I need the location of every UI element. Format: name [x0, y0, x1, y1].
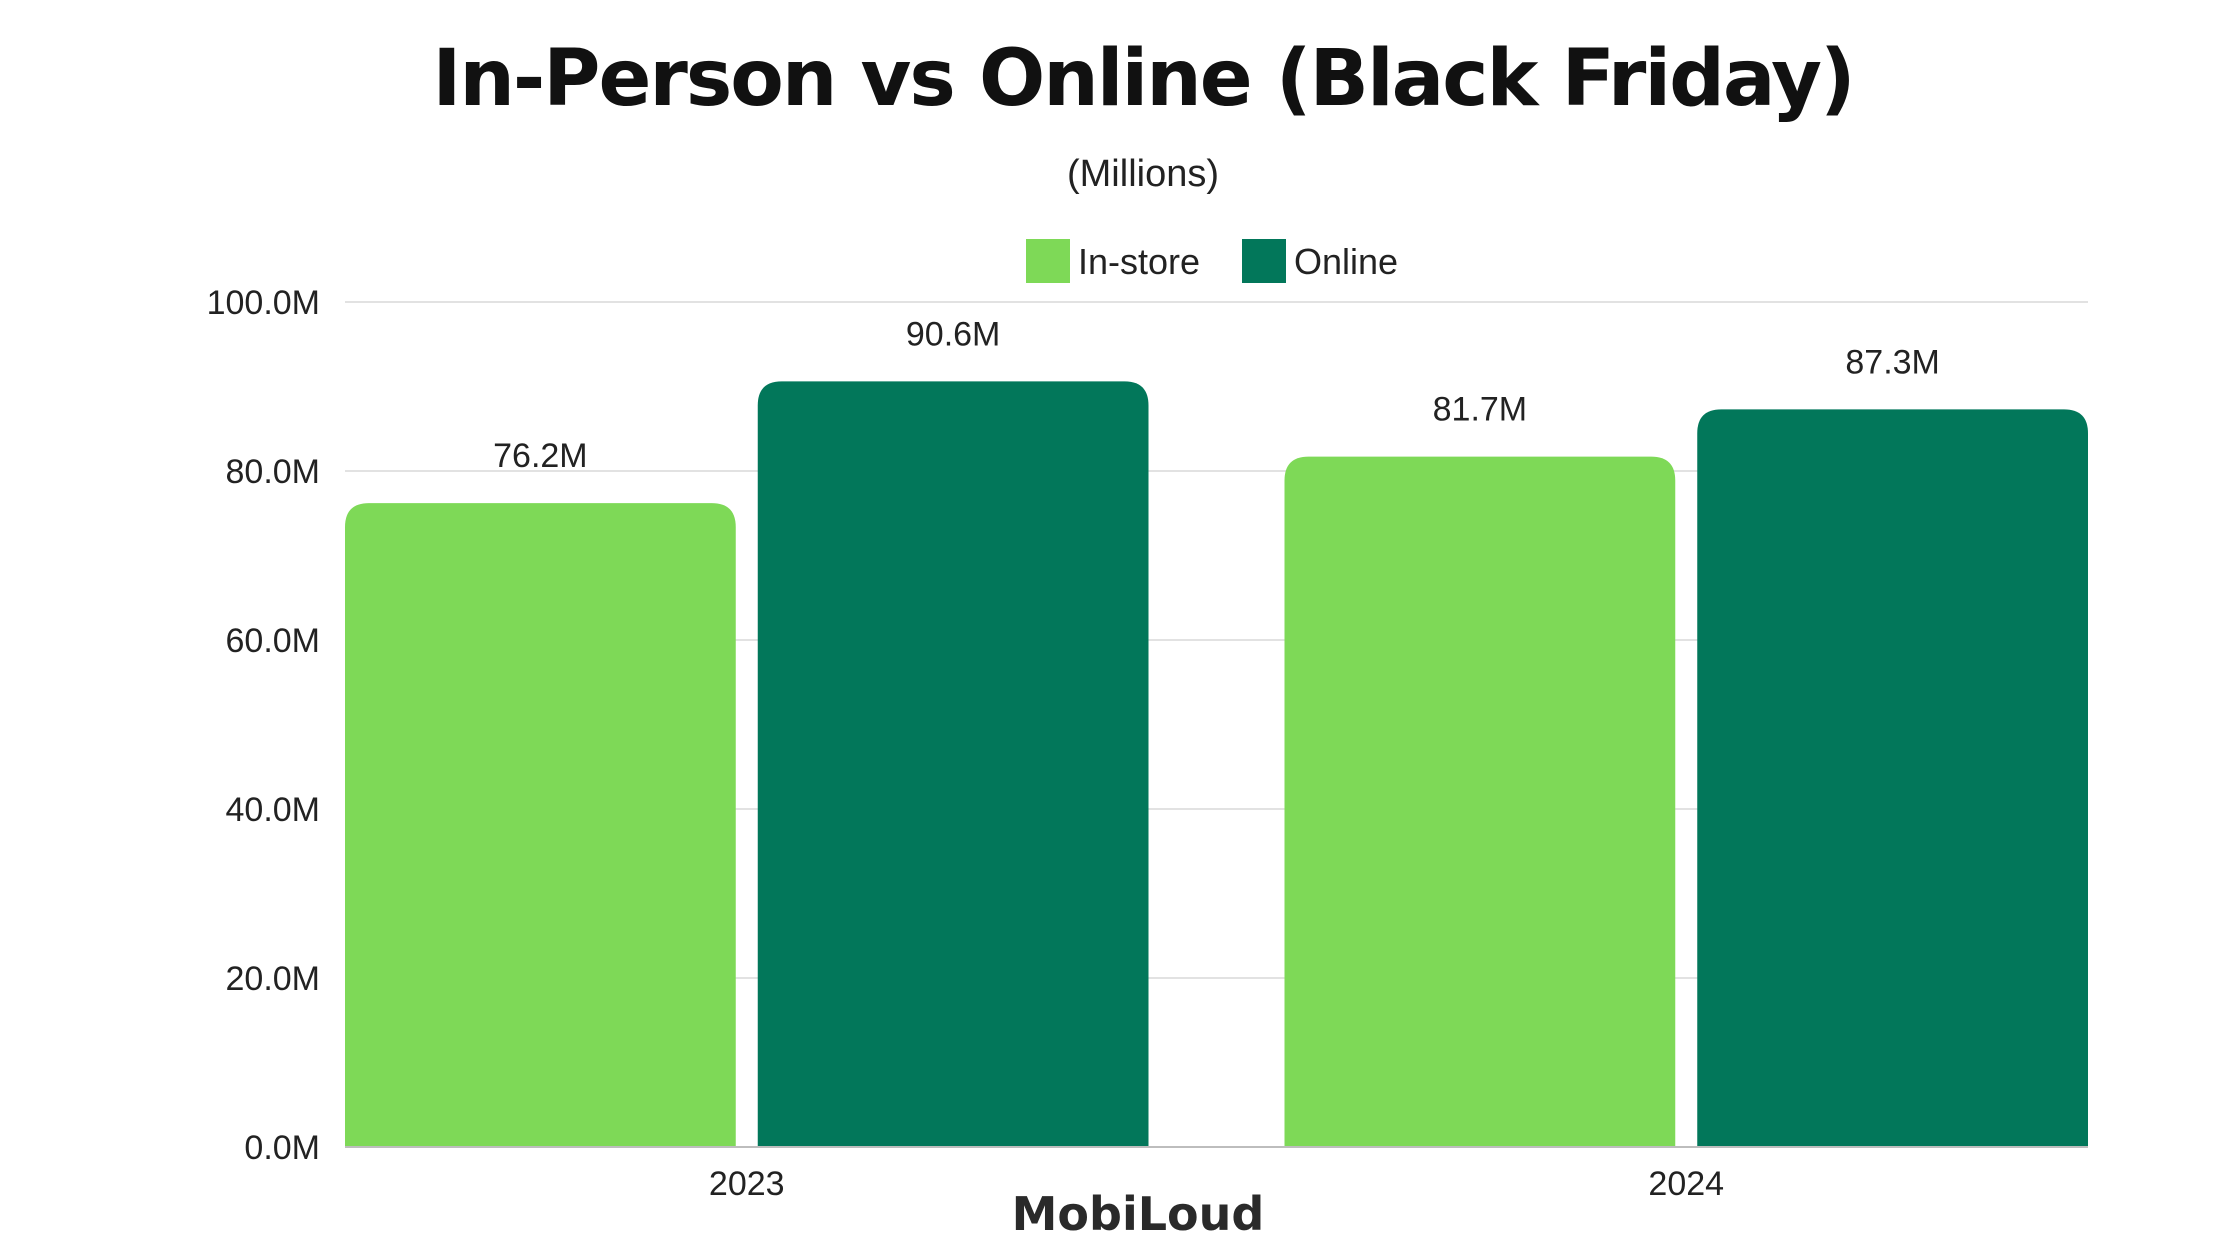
bars — [345, 381, 2088, 1147]
y-tick-label: 100.0M — [207, 284, 320, 322]
legend-label-online: Online — [1294, 241, 1398, 282]
x-axis-tick-labels: 2023 2024 — [709, 1165, 1724, 1203]
bar-online-2024 — [1697, 409, 2088, 1147]
bar-online-2023 — [757, 381, 1149, 1147]
chart-subtitle: (Millions) — [1067, 153, 1219, 195]
legend-swatch-in-store — [1026, 239, 1070, 283]
x-tick-label: 2023 — [709, 1165, 785, 1203]
y-axis-tick-labels: 0.0M 20.0M 40.0M 60.0M 80.0M 100.0M — [207, 284, 320, 1167]
brand-logo: MobiLoud — [1012, 1187, 1265, 1241]
data-label: 81.7M — [1433, 391, 1528, 429]
data-labels: 76.2M 90.6M 81.7M 87.3M — [493, 315, 1940, 475]
legend-label-in-store: In-store — [1078, 241, 1200, 282]
chart-title: In-Person vs Online (Black Friday) — [432, 34, 1853, 124]
bar-in-store-2023 — [345, 503, 736, 1147]
legend: In-store Online — [1026, 239, 1398, 283]
data-label: 87.3M — [1845, 343, 1940, 381]
data-label: 90.6M — [906, 315, 1001, 353]
legend-swatch-online — [1242, 239, 1286, 283]
y-tick-label: 40.0M — [226, 791, 321, 829]
y-tick-label: 0.0M — [244, 1129, 320, 1167]
data-label: 76.2M — [493, 437, 588, 475]
y-tick-label: 60.0M — [226, 622, 321, 660]
bar-in-store-2024 — [1284, 456, 1676, 1147]
y-tick-label: 20.0M — [226, 960, 321, 998]
y-tick-label: 80.0M — [226, 453, 321, 491]
x-tick-label: 2024 — [1648, 1165, 1724, 1203]
